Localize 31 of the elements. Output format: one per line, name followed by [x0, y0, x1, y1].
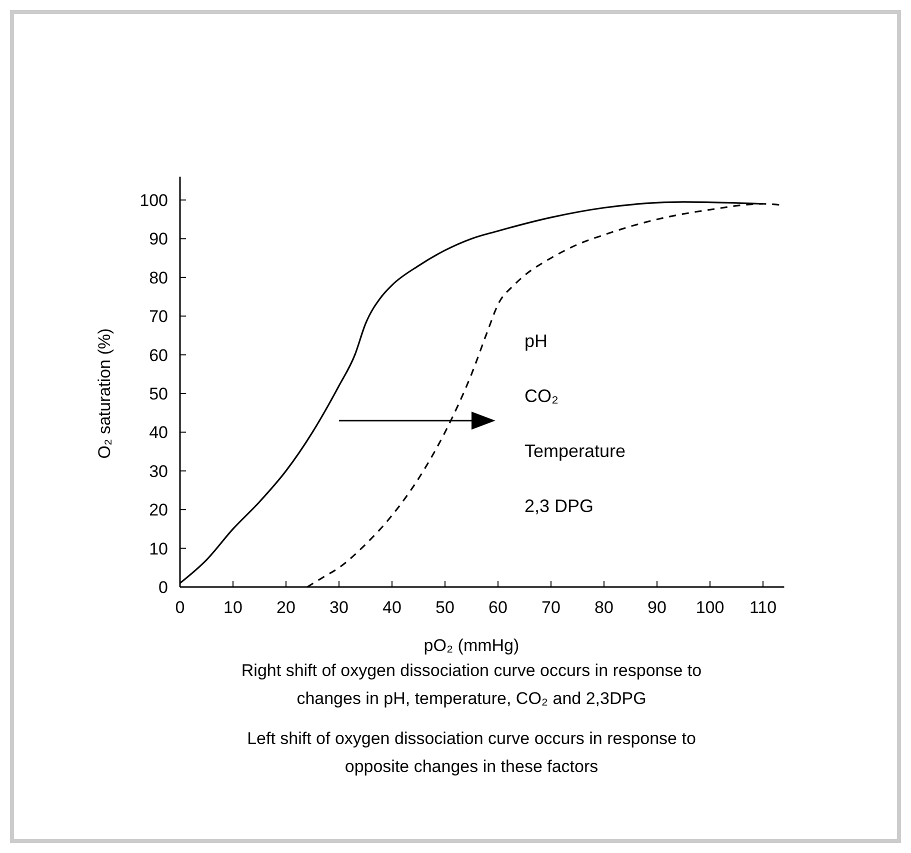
x-axis-title: pO₂ (mmHg)	[424, 636, 520, 655]
x-tick-label: 0	[175, 598, 185, 617]
y-tick-label: 50	[149, 384, 168, 404]
annotation: pH	[524, 331, 548, 352]
y-tick-label: 20	[149, 500, 168, 520]
y-tick-label: 60	[149, 346, 168, 365]
y-tick-label: 40	[149, 423, 168, 442]
x-tick-label: 70	[542, 598, 560, 617]
x-tick-label: 30	[330, 598, 348, 617]
x-tick-label: 20	[276, 598, 296, 617]
annotation: 2,3 DPG	[524, 496, 594, 516]
x-tick-label: 50	[436, 598, 454, 617]
y-tick-label: 0	[158, 578, 168, 597]
x-tick-label: 90	[648, 598, 666, 617]
x-tick-label: 40	[382, 598, 402, 617]
x-tick-label: 80	[594, 598, 614, 617]
y-tick-label: 100	[140, 191, 168, 210]
annotation: CO₂	[524, 386, 558, 406]
annotation: Temperature	[524, 441, 626, 462]
x-tick-label: 100	[696, 598, 724, 617]
y-tick-label: 80	[149, 268, 168, 288]
text: Right shift of oxygen dissociation curve occurs in response to changes in pH, temperature, CO₂ and 2,3DPG	[241, 661, 702, 708]
x-tick-label: 110	[749, 598, 777, 617]
y-tick-label: 10	[149, 539, 168, 558]
y-axis-title: O₂ saturation (%)	[95, 328, 114, 459]
x-tick-label: 10	[224, 598, 242, 617]
y-tick-label: 30	[149, 462, 168, 481]
x-tick-label: 60	[488, 598, 508, 617]
text: Left shift of oxygen dissociation curve occurs in response to opposite changes in these factors	[247, 729, 696, 776]
y-tick-label: 90	[149, 230, 168, 249]
y-tick-label: 70	[149, 307, 168, 326]
